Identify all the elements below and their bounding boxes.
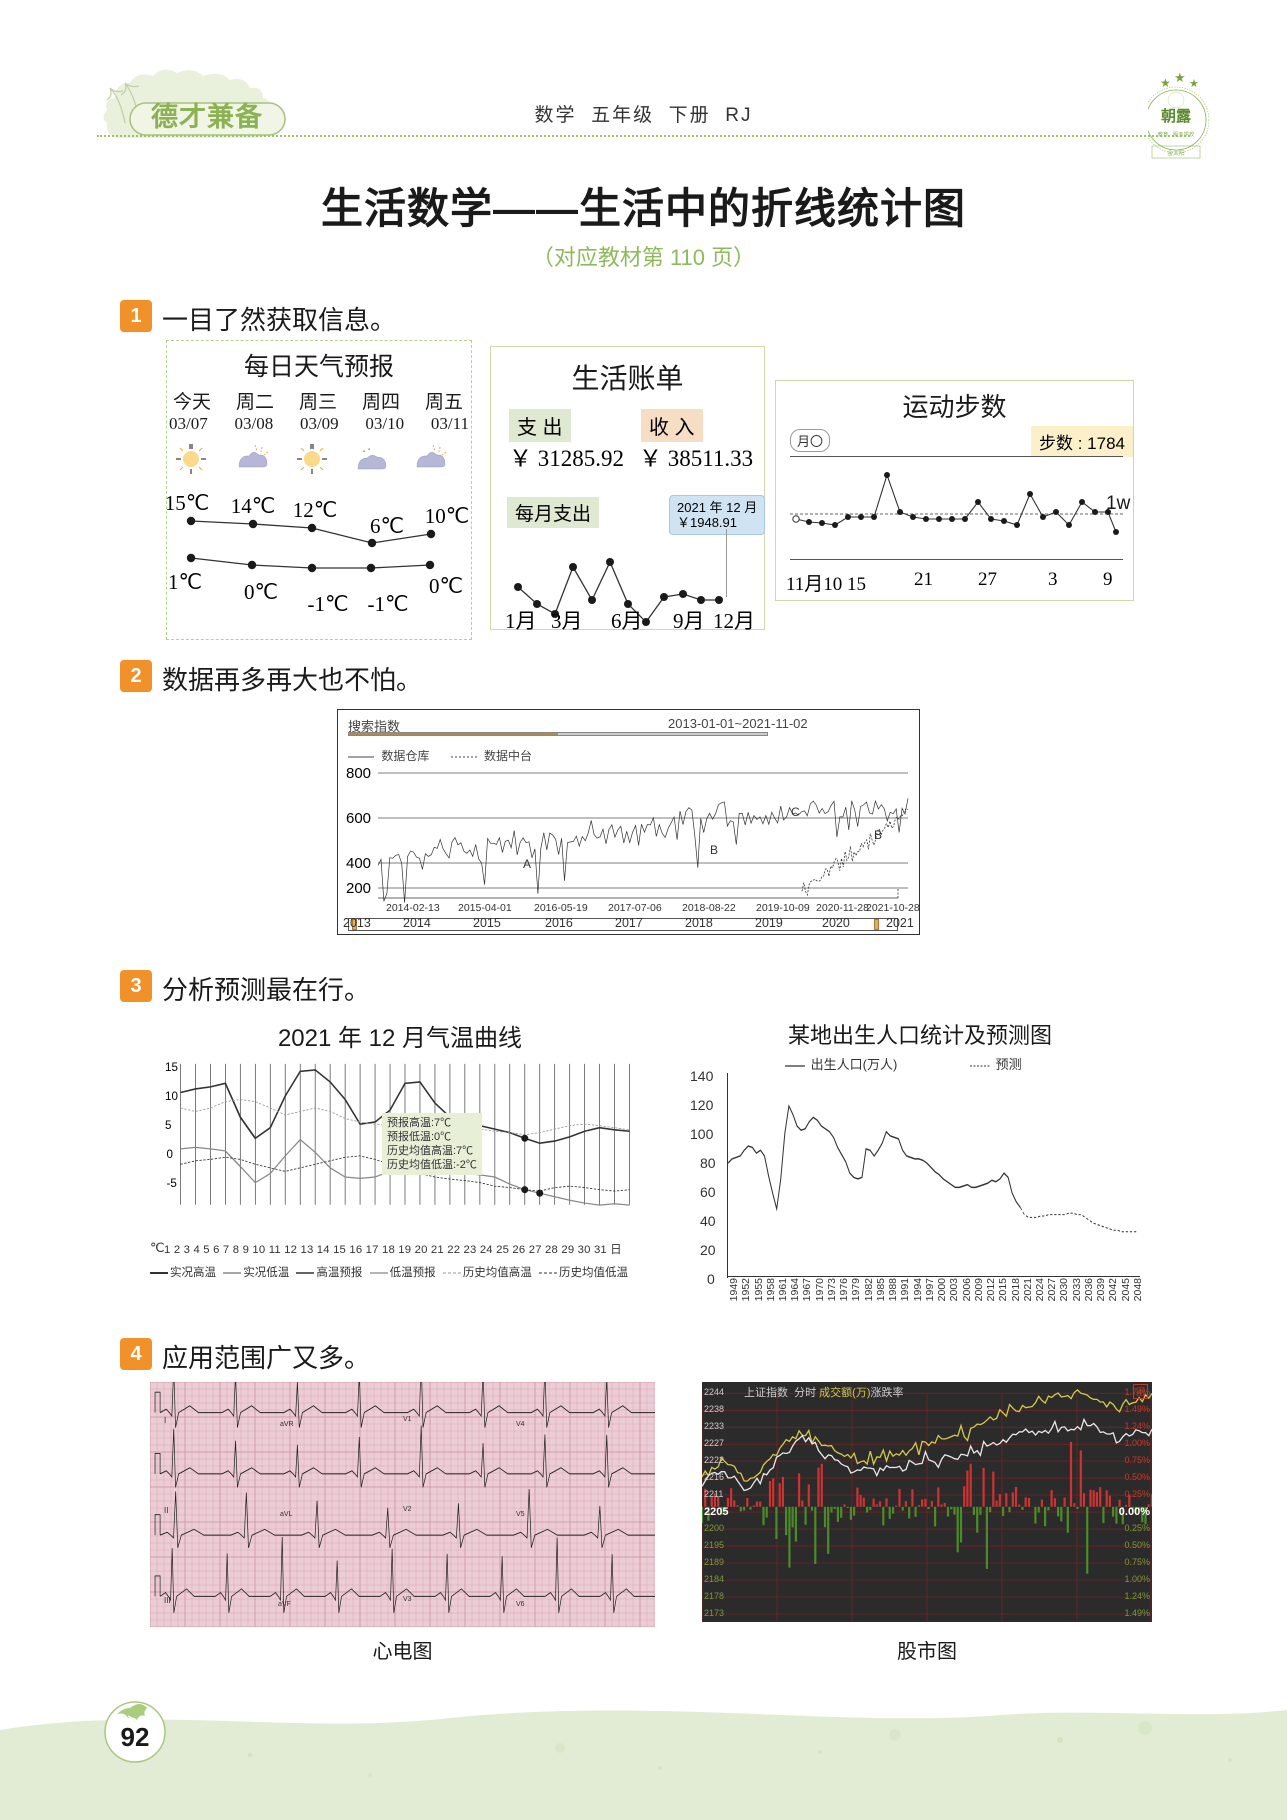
- svg-text:★: ★: [1189, 78, 1199, 90]
- svg-text:-1℃: -1℃: [367, 592, 408, 616]
- svg-text:金太阳: 金太阳: [1167, 149, 1185, 157]
- svg-text:教育 · 服务学校: 教育 · 服务学校: [1158, 130, 1195, 138]
- svg-text:-1℃: -1℃: [307, 592, 348, 616]
- svg-text:5: 5: [165, 1119, 171, 1132]
- svg-text:15℃: 15℃: [167, 491, 209, 515]
- svg-text:-5: -5: [167, 1177, 177, 1190]
- svg-text:0℃: 0℃: [429, 574, 463, 598]
- svg-text:6℃: 6℃: [370, 514, 404, 538]
- svg-text:朝露: 朝露: [1161, 107, 1192, 125]
- svg-text:10: 10: [165, 1090, 178, 1103]
- svg-text:1℃: 1℃: [168, 570, 202, 594]
- svg-text:15: 15: [165, 1061, 178, 1074]
- svg-text:14℃: 14℃: [231, 494, 276, 518]
- svg-text:12℃: 12℃: [293, 498, 338, 522]
- svg-text:92: 92: [121, 1722, 150, 1752]
- svg-text:0℃: 0℃: [244, 580, 278, 604]
- svg-text:10℃: 10℃: [425, 504, 470, 528]
- svg-text:0: 0: [167, 1148, 174, 1161]
- svg-text:★: ★: [1174, 70, 1186, 85]
